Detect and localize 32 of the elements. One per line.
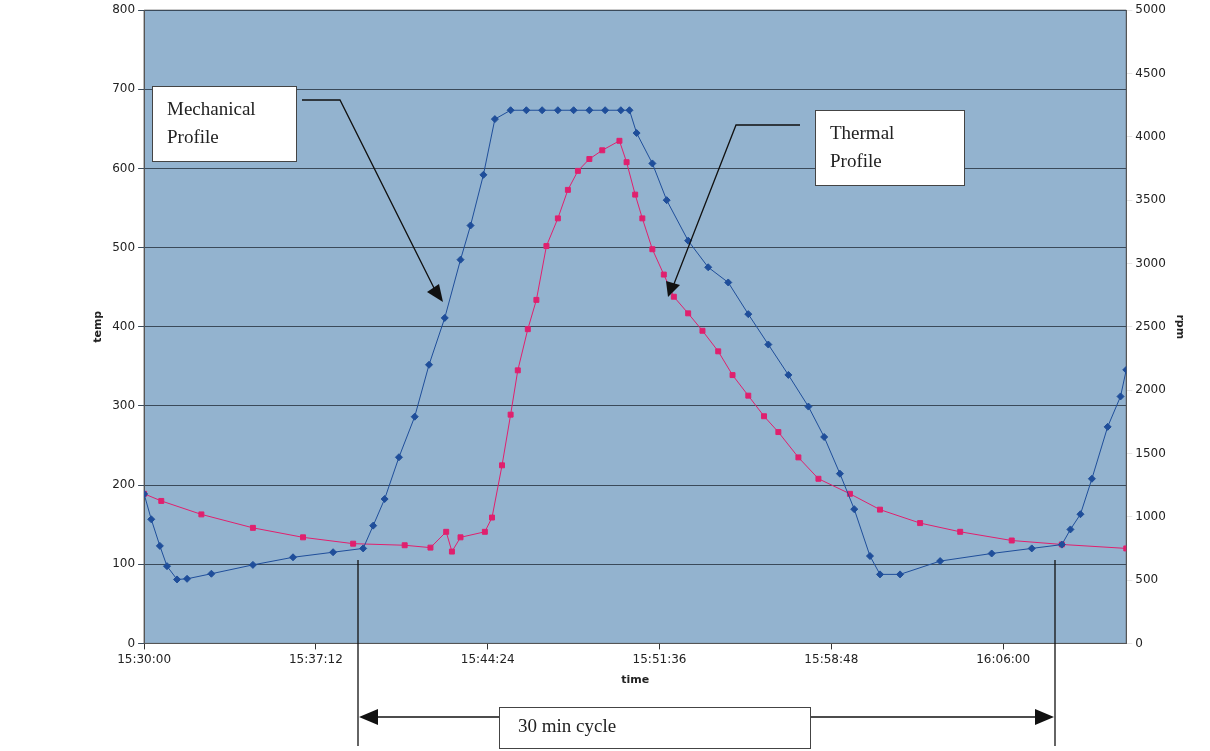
y2-tick-label: 5000 [1135,2,1166,17]
x-axis-title: time [621,673,650,687]
x-tick-label: 15:37:12 [288,651,343,666]
y2-tick-label: 0 [1135,635,1143,650]
x-tick-label: 15:44:24 [460,651,515,666]
y2-axis-title: rpm [1173,314,1187,340]
y2-tick-label: 4000 [1135,128,1166,143]
callout-box: Mechanical Profile [152,86,297,162]
x-tick-label: 15:58:48 [804,651,859,666]
y2-tick-label: 3500 [1135,192,1166,207]
y2-tick-label: 2500 [1135,318,1166,333]
callout-box: 30 min cycle [499,707,811,749]
y2-tick-label: 1000 [1135,508,1166,523]
y-tick-label: 700 [112,81,136,96]
y-tick-label: 0 [127,635,136,650]
y2-tick-label: 2000 [1135,382,1166,397]
y-tick-label: 800 [112,2,136,17]
y-tick-label: 100 [112,556,136,571]
y-tick-label: 600 [112,160,136,175]
callout-box: Thermal Profile [815,110,965,186]
y2-tick-label: 3000 [1135,255,1166,270]
y-tick-label: 200 [112,477,136,492]
y2-tick-label: 500 [1135,572,1159,587]
x-tick-label: 15:51:36 [632,651,687,666]
y-tick-label: 400 [112,318,136,333]
x-tick-label: 16:06:00 [976,651,1031,666]
y2-tick-label: 1500 [1135,445,1166,460]
y2-tick-label: 4500 [1135,65,1166,80]
y-tick-label: 500 [112,239,136,254]
y-axis-title: temp [91,310,105,343]
y-tick-label: 300 [112,398,136,413]
x-tick-label: 15:30:00 [117,651,172,666]
